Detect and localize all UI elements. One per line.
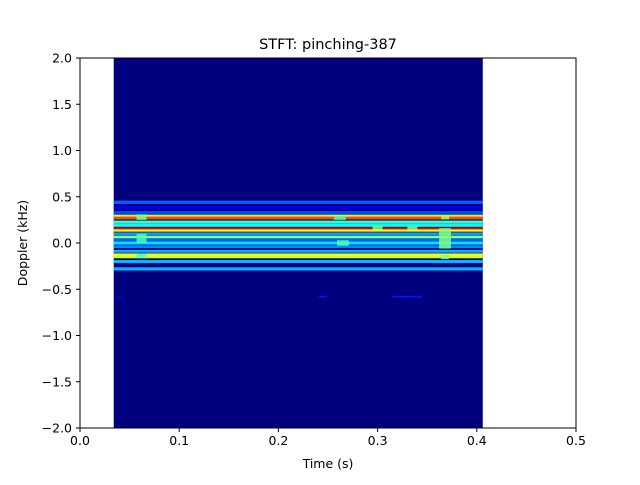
- heatmap-band: [113, 255, 483, 259]
- heatmap-blob: [441, 214, 450, 220]
- heatmap-blob: [441, 254, 450, 260]
- y-tick-label: −1.5: [42, 374, 72, 389]
- heatmap-blob: [136, 253, 147, 259]
- y-tick-label: 0.5: [52, 189, 72, 204]
- heatmap-band: [113, 211, 483, 214]
- x-axis-label: Time (s): [302, 456, 354, 471]
- heatmap-band: [113, 216, 483, 220]
- heatmap-blob: [319, 295, 328, 298]
- heatmap-layer: [113, 58, 483, 428]
- heatmap-band: [113, 220, 483, 224]
- heatmap-band: [113, 249, 483, 253]
- heatmap-band: [113, 227, 483, 231]
- heatmap-band: [113, 260, 483, 263]
- x-tick-label: 0.2: [268, 433, 288, 448]
- y-axis-label: Doppler (kHz): [15, 200, 30, 286]
- x-tick-label: 0.5: [566, 433, 586, 448]
- heatmap-band: [113, 241, 483, 245]
- heatmap-blob: [392, 295, 423, 298]
- heatmap-band: [113, 206, 483, 209]
- heatmap-blob: [439, 228, 452, 249]
- heatmap-band: [113, 224, 483, 227]
- heatmap-band: [113, 253, 483, 256]
- heatmap-blob: [136, 233, 147, 243]
- y-tick-label: −2.0: [42, 421, 72, 436]
- x-tick-label: 0.1: [169, 433, 189, 448]
- x-tick-label: 0.3: [368, 433, 388, 448]
- heatmap-blob: [116, 297, 123, 300]
- y-tick-label: 2.0: [52, 51, 72, 66]
- x-axis: 0.0 0.1 0.2 0.3 0.4 0.5: [70, 428, 586, 448]
- y-tick-label: −1.0: [42, 328, 72, 343]
- y-axis: 2.0 1.5 1.0 0.5 0.0 −0.5 −1.0 −1.5 −2.0: [42, 51, 80, 436]
- y-tick-label: 1.5: [52, 97, 72, 112]
- heatmap-blob: [372, 225, 383, 230]
- chart-title: STFT: pinching-387: [259, 37, 397, 53]
- heatmap-band: [113, 214, 483, 218]
- y-tick-label: 0.0: [52, 236, 72, 251]
- y-tick-label: 1.0: [52, 143, 72, 158]
- heatmap-band: [113, 235, 483, 239]
- heatmap-band: [113, 200, 483, 204]
- x-tick-label: 0.0: [70, 433, 90, 448]
- heatmap-blob: [136, 214, 147, 220]
- x-tick-label: 0.4: [467, 433, 487, 448]
- heatmap-blob: [407, 226, 418, 231]
- heatmap-band: [113, 267, 483, 271]
- y-tick-label: −0.5: [42, 282, 72, 297]
- heatmap-blob: [336, 240, 349, 246]
- heatmap-band: [113, 232, 483, 236]
- heatmap-blob: [333, 216, 346, 220]
- heatmap-band: [113, 229, 483, 232]
- heatmap-band: [113, 238, 483, 242]
- heatmap-band: [113, 245, 483, 249]
